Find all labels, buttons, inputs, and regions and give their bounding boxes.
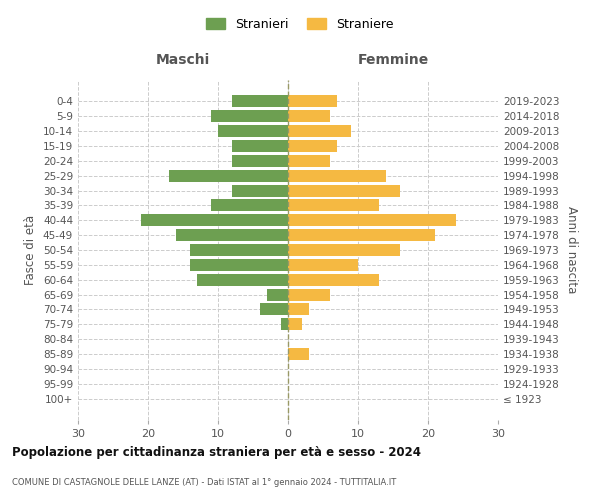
Bar: [288, 244, 400, 256]
Bar: [190, 244, 288, 256]
Text: Maschi: Maschi: [156, 54, 210, 68]
Bar: [288, 288, 330, 300]
Bar: [190, 259, 288, 271]
Bar: [288, 110, 330, 122]
Bar: [288, 304, 309, 316]
Bar: [288, 318, 302, 330]
Bar: [260, 304, 288, 316]
Bar: [211, 200, 288, 211]
Bar: [288, 125, 351, 137]
Bar: [288, 184, 400, 196]
Text: COMUNE DI CASTAGNOLE DELLE LANZE (AT) - Dati ISTAT al 1° gennaio 2024 - TUTTITAL: COMUNE DI CASTAGNOLE DELLE LANZE (AT) - …: [12, 478, 396, 487]
Bar: [281, 318, 288, 330]
Bar: [232, 96, 288, 108]
Bar: [176, 229, 288, 241]
Bar: [288, 140, 337, 152]
Bar: [288, 348, 309, 360]
Bar: [267, 288, 288, 300]
Bar: [232, 155, 288, 167]
Text: Femmine: Femmine: [358, 54, 428, 68]
Bar: [169, 170, 288, 181]
Y-axis label: Fasce di età: Fasce di età: [25, 215, 37, 285]
Bar: [288, 96, 337, 108]
Bar: [211, 110, 288, 122]
Text: Popolazione per cittadinanza straniera per età e sesso - 2024: Popolazione per cittadinanza straniera p…: [12, 446, 421, 459]
Bar: [288, 259, 358, 271]
Bar: [218, 125, 288, 137]
Bar: [288, 170, 386, 181]
Bar: [141, 214, 288, 226]
Bar: [288, 214, 456, 226]
Bar: [288, 274, 379, 285]
Legend: Stranieri, Straniere: Stranieri, Straniere: [200, 11, 400, 37]
Bar: [197, 274, 288, 285]
Bar: [288, 155, 330, 167]
Bar: [288, 200, 379, 211]
Y-axis label: Anni di nascita: Anni di nascita: [565, 206, 578, 294]
Bar: [232, 184, 288, 196]
Bar: [232, 140, 288, 152]
Bar: [288, 229, 435, 241]
